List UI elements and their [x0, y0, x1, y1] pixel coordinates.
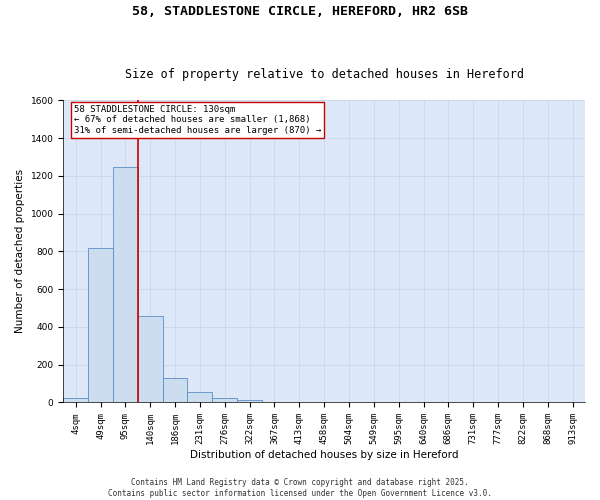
Text: 58, STADDLESTONE CIRCLE, HEREFORD, HR2 6SB: 58, STADDLESTONE CIRCLE, HEREFORD, HR2 6… — [132, 5, 468, 18]
Text: Contains HM Land Registry data © Crown copyright and database right 2025.
Contai: Contains HM Land Registry data © Crown c… — [108, 478, 492, 498]
Title: Size of property relative to detached houses in Hereford: Size of property relative to detached ho… — [125, 68, 524, 81]
Y-axis label: Number of detached properties: Number of detached properties — [15, 170, 25, 334]
Bar — [237, 400, 262, 402]
Bar — [187, 392, 212, 402]
Text: 58 STADDLESTONE CIRCLE: 130sqm
← 67% of detached houses are smaller (1,868)
31% : 58 STADDLESTONE CIRCLE: 130sqm ← 67% of … — [74, 105, 321, 134]
Bar — [138, 316, 163, 402]
X-axis label: Distribution of detached houses by size in Hereford: Distribution of detached houses by size … — [190, 450, 458, 460]
Bar — [88, 248, 113, 402]
Bar — [212, 398, 237, 402]
Bar — [113, 166, 138, 402]
Bar — [63, 398, 88, 402]
Bar — [163, 378, 187, 402]
